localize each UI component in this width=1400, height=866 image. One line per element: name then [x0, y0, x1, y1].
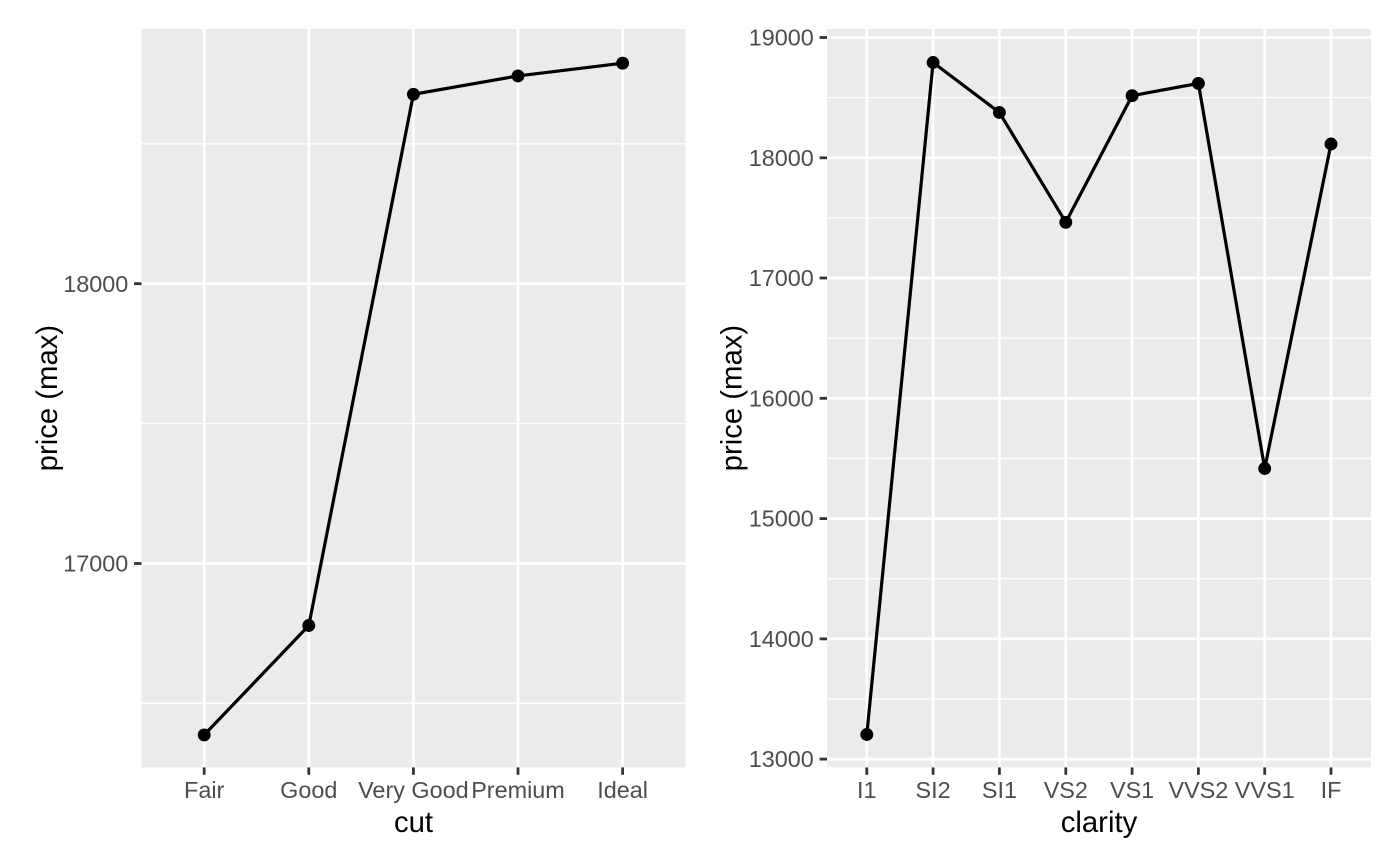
svg-text:VS1: VS1: [1110, 777, 1154, 803]
svg-text:Premium: Premium: [471, 777, 565, 803]
svg-text:SI2: SI2: [916, 777, 951, 803]
svg-text:Very Good: Very Good: [358, 777, 469, 803]
svg-text:I1: I1: [857, 777, 877, 803]
svg-text:19000: 19000: [749, 25, 814, 51]
svg-text:18000: 18000: [749, 145, 814, 171]
svg-text:17000: 17000: [749, 265, 814, 291]
svg-text:Ideal: Ideal: [597, 777, 648, 803]
svg-text:VS2: VS2: [1044, 777, 1088, 803]
svg-text:16000: 16000: [749, 385, 814, 411]
svg-text:VVS1: VVS1: [1235, 777, 1295, 803]
svg-text:price (max): price (max): [716, 325, 749, 472]
svg-text:cut: cut: [394, 806, 433, 839]
svg-text:15000: 15000: [749, 506, 814, 532]
svg-text:17000: 17000: [63, 551, 128, 577]
svg-text:price (max): price (max): [31, 325, 64, 472]
svg-text:VVS2: VVS2: [1168, 777, 1228, 803]
svg-text:18000: 18000: [63, 271, 128, 297]
svg-text:SI1: SI1: [982, 777, 1017, 803]
svg-text:Fair: Fair: [184, 777, 224, 803]
svg-text:IF: IF: [1321, 777, 1342, 803]
svg-text:clarity: clarity: [1061, 806, 1138, 839]
svg-text:14000: 14000: [749, 626, 814, 652]
svg-text:Good: Good: [280, 777, 337, 803]
svg-text:13000: 13000: [749, 746, 814, 772]
